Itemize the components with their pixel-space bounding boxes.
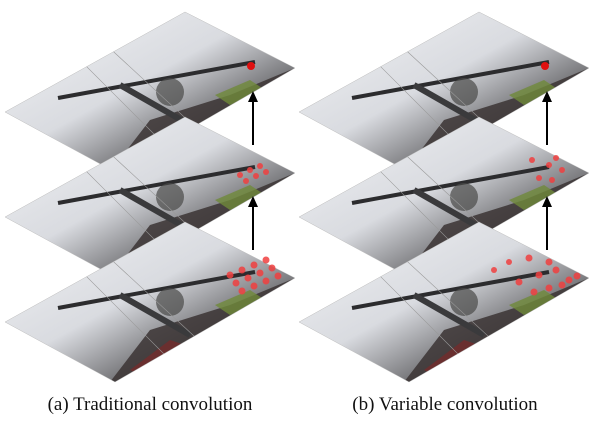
sample-point	[247, 62, 255, 70]
traditional-column: (a) Traditional convolution	[5, 12, 295, 415]
sample-grid	[226, 163, 282, 295]
caption: (b) Variable convolution	[352, 394, 538, 415]
variable-column: (b) Variable convolution	[299, 12, 589, 415]
sample-grid	[491, 155, 581, 296]
feature-map	[5, 222, 295, 390]
feature-map	[299, 222, 589, 390]
caption: (a) Traditional convolution	[48, 394, 253, 415]
sample-point	[541, 62, 549, 70]
